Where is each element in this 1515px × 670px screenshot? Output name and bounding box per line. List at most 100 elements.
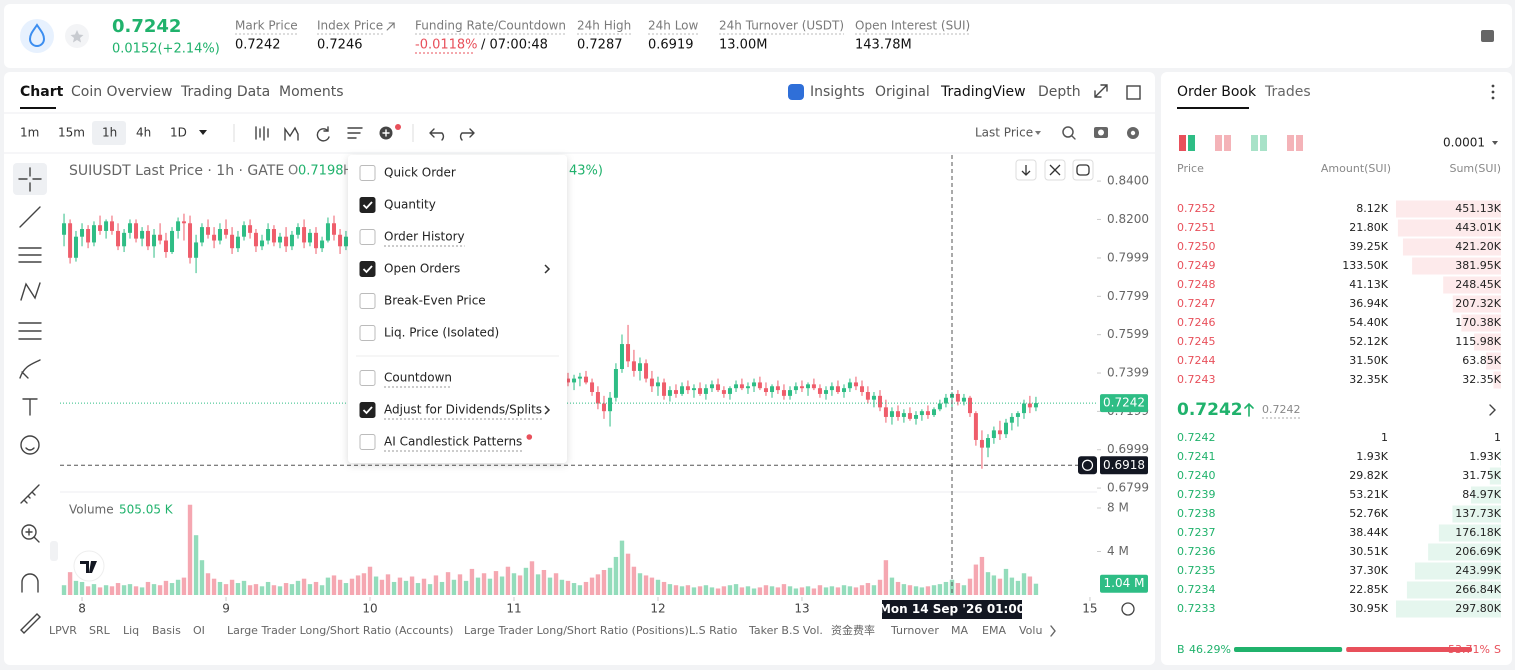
indicator-tab[interactable]: Turnover [890, 624, 939, 637]
indicator-tab[interactable]: Taker B.S Vol. [748, 624, 823, 637]
indicator-tab[interactable]: Liq [123, 624, 139, 637]
menu-item[interactable]: Liq. Price (Isolated) [384, 326, 499, 340]
text-tool[interactable] [22, 398, 38, 416]
indicator-tab[interactable]: OI [193, 624, 205, 637]
menu-checkbox[interactable] [359, 261, 376, 277]
orderbook-tab[interactable]: Order Book [1177, 84, 1257, 100]
menu-checkbox[interactable] [359, 229, 376, 245]
layout-icon[interactable] [1287, 135, 1294, 151]
order-price[interactable]: 0.7252 [1177, 202, 1216, 215]
templates-icon[interactable] [347, 127, 363, 139]
layout-icon[interactable] [1215, 135, 1222, 151]
window-icon[interactable] [1126, 85, 1141, 100]
fib-tool[interactable] [18, 322, 42, 340]
indicator-tab[interactable]: MA [951, 624, 968, 637]
indicator-tab[interactable]: L.S Ratio [689, 624, 738, 637]
candle-type-icon[interactable] [255, 126, 269, 141]
layout-icon[interactable] [1179, 135, 1186, 151]
zoom-handle[interactable] [25, 528, 40, 543]
zoom-tool[interactable] [21, 524, 37, 540]
order-price[interactable]: 0.7242 [1177, 431, 1216, 444]
pattern-tool[interactable] [20, 282, 41, 301]
indicator-tab[interactable]: Volu [1019, 624, 1042, 637]
menu-checkbox[interactable] [359, 165, 376, 181]
order-price[interactable]: 0.7240 [1177, 469, 1216, 482]
menu-checkbox[interactable] [359, 325, 376, 341]
view-tab[interactable]: Original [875, 84, 930, 100]
view-tab[interactable]: TradingView [940, 84, 1026, 100]
chart-tab[interactable]: Coin Overview [71, 84, 172, 100]
ruler-tool[interactable] [20, 484, 40, 504]
add-indicator-plus[interactable] [382, 129, 390, 137]
interval-button[interactable]: 1h [102, 126, 117, 140]
menu-item[interactable]: Quick Order [384, 166, 456, 180]
more-dots[interactable] [1491, 96, 1495, 100]
order-price[interactable]: 0.7247 [1177, 297, 1216, 310]
indicator-tab[interactable]: 资金费率 [831, 623, 875, 637]
tabs-next[interactable] [1050, 625, 1056, 637]
undo-icon[interactable] [429, 128, 445, 141]
indicator-tab[interactable]: SRL [89, 624, 111, 637]
trendline-tool[interactable] [19, 206, 41, 228]
order-price[interactable]: 0.7244 [1177, 354, 1216, 367]
search-icon[interactable] [1062, 126, 1074, 138]
external-icon[interactable] [386, 22, 395, 31]
interval-button[interactable]: 15m [58, 126, 85, 140]
indicator-tab[interactable]: Basis [152, 624, 181, 637]
menu-checkbox[interactable] [359, 370, 376, 386]
interval-button[interactable]: 4h [136, 126, 151, 140]
menu-item[interactable]: Break-Even Price [384, 294, 486, 308]
crosshair-add-box[interactable] [1078, 456, 1097, 475]
pencil-tool[interactable] [20, 613, 41, 634]
orderbook-more[interactable] [1489, 404, 1496, 416]
interval-button[interactable]: 1m [20, 126, 39, 140]
magnet-tool[interactable] [21, 573, 39, 593]
interval-button[interactable]: 1D [170, 126, 187, 140]
view-tab[interactable]: Insights [810, 84, 865, 100]
order-price[interactable]: 0.7241 [1177, 450, 1216, 463]
search-handle[interactable] [1071, 135, 1076, 140]
menu-item[interactable]: AI Candlestick Patterns [384, 435, 522, 449]
menu-checkbox[interactable] [359, 402, 376, 418]
order-price[interactable]: 0.7245 [1177, 335, 1216, 348]
indicator-tab[interactable]: LPVR [49, 624, 77, 637]
menu-item[interactable]: Order History [384, 230, 465, 244]
precision-select[interactable]: 0.0001 [1443, 136, 1485, 150]
order-price[interactable]: 0.7246 [1177, 316, 1216, 329]
menu-item[interactable]: Countdown [384, 371, 452, 385]
chart-tab[interactable]: Trading Data [180, 84, 270, 100]
hline-tool[interactable] [18, 247, 42, 263]
interval-dropdown[interactable] [199, 130, 207, 135]
menu-checkbox[interactable] [359, 434, 376, 450]
order-price[interactable]: 0.7248 [1177, 278, 1216, 291]
order-price[interactable]: 0.7235 [1177, 564, 1216, 577]
emoji-tool[interactable] [20, 435, 40, 455]
order-price[interactable]: 0.7234 [1177, 583, 1216, 596]
replay-icon[interactable] [316, 126, 330, 142]
notes-icon[interactable] [1481, 30, 1494, 42]
collapse-tab[interactable] [50, 541, 58, 561]
chart-button[interactable] [1072, 159, 1094, 181]
menu-item[interactable]: Open Orders [384, 262, 460, 276]
menu-checkbox[interactable] [359, 293, 376, 309]
coin-drop[interactable] [28, 23, 46, 47]
menu-checkbox[interactable] [359, 197, 376, 213]
order-price[interactable]: 0.7243 [1177, 373, 1216, 386]
chart-tab[interactable]: Moments [279, 84, 344, 100]
orderbook-tab[interactable]: Trades [1264, 84, 1311, 100]
menu-item[interactable]: Quantity [384, 198, 436, 212]
more-dots[interactable] [1491, 90, 1495, 94]
order-price[interactable]: 0.7249 [1177, 259, 1216, 272]
fullscreen-icon[interactable] [1094, 84, 1108, 98]
chart-tab[interactable]: Chart [20, 84, 64, 100]
order-price[interactable]: 0.7239 [1177, 488, 1216, 501]
view-tab[interactable]: Depth [1038, 84, 1081, 100]
order-price[interactable]: 0.7251 [1177, 221, 1216, 234]
crosshair-tool[interactable] [18, 167, 42, 192]
order-price[interactable]: 0.7250 [1177, 240, 1216, 253]
brush-tool[interactable] [19, 359, 41, 379]
emoji-smile[interactable] [25, 447, 35, 451]
menu-item[interactable]: Adjust for Dividends/Splits [384, 403, 542, 417]
indicators-icon[interactable] [284, 126, 299, 141]
indicator-tab[interactable]: Large Trader Long/Short Ratio (Accounts) [227, 624, 453, 637]
